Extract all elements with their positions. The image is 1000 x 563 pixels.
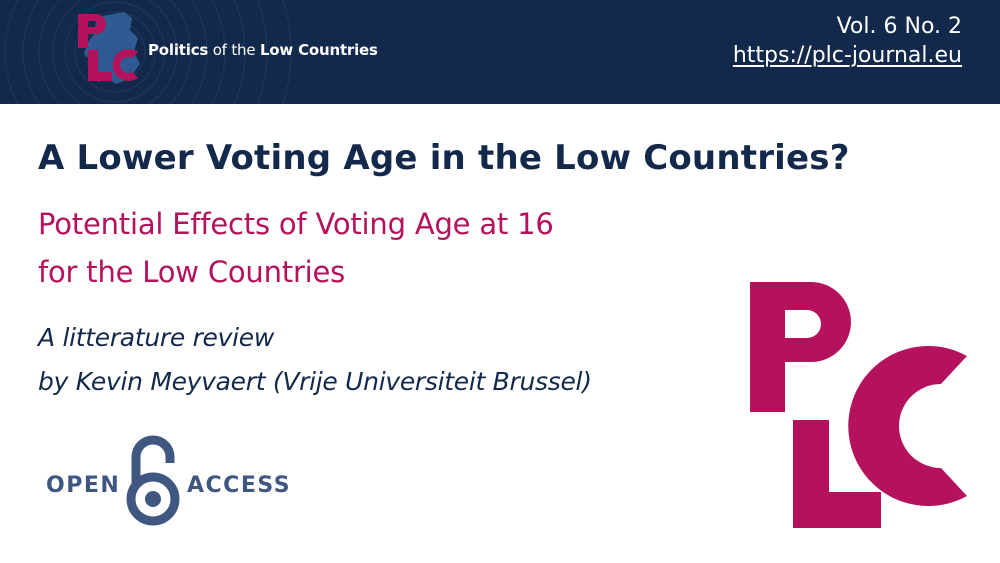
brand-name-part: of the xyxy=(212,41,256,59)
brand-name-part: Politics xyxy=(148,41,209,59)
open-access-badge: OPEN ACCESS xyxy=(44,435,294,527)
article-review-info: A litterature review by Kevin Meyvaert (… xyxy=(38,316,592,404)
open-access-access-label: ACCESS xyxy=(187,473,292,498)
plc-logo-large xyxy=(750,282,967,528)
article-title: A Lower Voting Age in the Low Countries? xyxy=(38,138,850,178)
issue-info: Vol. 6 No. 2 https://plc-journal.eu xyxy=(733,12,962,70)
header-banner: Politics of the Low Countries Vol. 6 No.… xyxy=(0,0,1000,104)
article-subtitle: Potential Effects of Voting Age at 16 fo… xyxy=(38,200,554,296)
issue-number: Vol. 6 No. 2 xyxy=(836,14,962,39)
open-access-lock-icon xyxy=(126,435,180,526)
subtitle-line: Potential Effects of Voting Age at 16 xyxy=(38,207,554,241)
brand-name: Politics of the Low Countries xyxy=(148,41,378,59)
subtitle-line: for the Low Countries xyxy=(38,255,346,289)
article-byline: by Kevin Meyvaert (Vrije Universiteit Br… xyxy=(38,367,592,396)
article-type: A litterature review xyxy=(38,323,275,352)
journal-url-link[interactable]: https://plc-journal.eu xyxy=(732,43,962,68)
open-access-open-label: OPEN xyxy=(46,473,121,498)
brand-name-part: Low Countries xyxy=(259,41,378,59)
plc-logo-icon xyxy=(78,12,140,84)
